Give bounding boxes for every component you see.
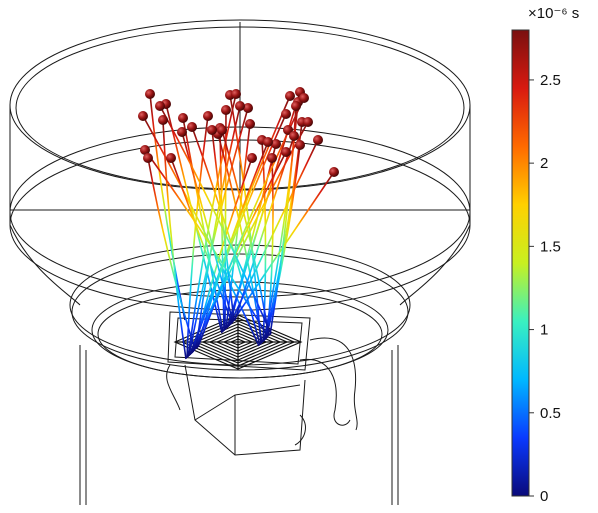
particle bbox=[247, 153, 257, 163]
particle-trajectory bbox=[188, 107, 249, 357]
particle-trajectory bbox=[229, 143, 277, 326]
particle-trajectory bbox=[187, 93, 237, 358]
particle-trajectory bbox=[170, 157, 233, 324]
particle bbox=[221, 105, 231, 115]
funnel-left bbox=[9, 224, 81, 306]
particle bbox=[187, 122, 197, 132]
particle-trajectory-plot bbox=[9, 19, 471, 505]
colorbar-tick-label: 1.5 bbox=[540, 238, 561, 255]
mount-bracket bbox=[184, 364, 306, 456]
funnel-right bbox=[399, 224, 471, 306]
particle bbox=[285, 91, 295, 101]
particle bbox=[329, 167, 339, 177]
mount-bracket-3 bbox=[194, 394, 236, 421]
colorbar-tick-label: 1 bbox=[540, 322, 548, 339]
colorbar-ticks: 0 0.5 1 1.5 2 2.5 bbox=[529, 72, 561, 505]
particle-trajectory bbox=[181, 131, 234, 323]
colorbar-tick-label: 2.5 bbox=[540, 72, 561, 89]
particle bbox=[166, 153, 176, 163]
particle-trajectory bbox=[191, 126, 261, 346]
particle bbox=[231, 89, 241, 99]
colorbar-tick-label: 0.5 bbox=[540, 405, 561, 422]
particle bbox=[245, 119, 255, 129]
colorbar-tick-label: 2 bbox=[540, 155, 548, 172]
colorbar-gradient bbox=[511, 29, 530, 497]
particle bbox=[281, 109, 291, 119]
particle bbox=[263, 137, 273, 147]
particle bbox=[177, 127, 187, 137]
particle bbox=[235, 101, 245, 111]
particle-trajectory bbox=[195, 105, 241, 350]
particle-trajectory bbox=[211, 129, 235, 322]
particle bbox=[289, 131, 299, 141]
particle bbox=[303, 117, 313, 127]
particle bbox=[217, 125, 227, 135]
particle-trajectory bbox=[162, 119, 187, 360]
cable-1 bbox=[299, 358, 351, 426]
particle bbox=[145, 89, 155, 99]
particle-trajectory bbox=[219, 127, 225, 332]
particle bbox=[203, 111, 213, 121]
particle-trajectory bbox=[193, 157, 253, 352]
particle bbox=[271, 139, 281, 149]
particle bbox=[291, 101, 301, 111]
particle-trajectories bbox=[142, 91, 335, 360]
particle bbox=[299, 93, 309, 103]
particle-trajectory bbox=[144, 149, 269, 338]
particle-trajectory bbox=[234, 135, 295, 321]
colorbar: ×10⁻⁶ s 0 0.5 1 1.5 2 2.5 bbox=[500, 0, 598, 508]
particle-trajectory bbox=[182, 117, 224, 333]
colorbar-unit-label: ×10⁻⁶ s bbox=[528, 5, 579, 22]
mount-bracket-2 bbox=[234, 384, 301, 455]
scene-3d-view bbox=[9, 19, 471, 505]
particles bbox=[138, 87, 339, 177]
particle bbox=[267, 153, 277, 163]
particle bbox=[158, 115, 168, 125]
particle-trajectory bbox=[159, 105, 272, 335]
cable-4 bbox=[294, 414, 306, 446]
particle bbox=[138, 111, 148, 121]
particle bbox=[143, 153, 153, 163]
particle bbox=[140, 145, 150, 155]
particle-trajectory bbox=[196, 141, 269, 349]
particle bbox=[313, 135, 323, 145]
particle bbox=[178, 113, 188, 123]
particle-trajectory bbox=[149, 93, 186, 321]
particle bbox=[295, 140, 305, 150]
particle bbox=[155, 101, 165, 111]
particle bbox=[243, 103, 253, 113]
chip-platform-inner bbox=[174, 317, 303, 365]
particle bbox=[207, 125, 217, 135]
particle bbox=[281, 147, 291, 157]
cable-3 bbox=[166, 364, 181, 411]
funnel-lower-ring-2 bbox=[71, 253, 409, 371]
particle-trajectory bbox=[147, 157, 196, 351]
cable-2 bbox=[309, 337, 358, 431]
colorbar-tick-label: 0 bbox=[540, 488, 548, 505]
particle-trajectory bbox=[266, 157, 274, 339]
